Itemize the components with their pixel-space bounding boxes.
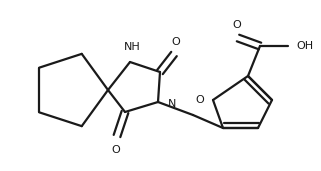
Text: N: N: [168, 99, 176, 109]
Text: O: O: [233, 20, 241, 30]
Text: O: O: [172, 37, 180, 47]
Text: O: O: [195, 95, 204, 105]
Text: OH: OH: [296, 41, 313, 51]
Text: NH: NH: [124, 42, 140, 52]
Text: O: O: [112, 145, 120, 155]
